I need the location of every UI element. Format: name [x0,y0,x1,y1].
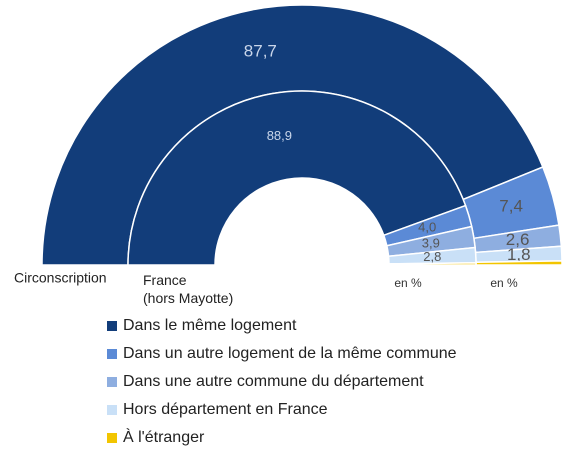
legend-label: Hors département en France [123,401,328,418]
legend-label: Dans un autre logement de la même commun… [123,345,457,362]
legend-swatch [107,349,117,359]
ring-caption: Circonscription [14,270,107,286]
legend-label: Dans une autre commune du département [123,373,424,390]
segment [475,260,563,266]
data-label: 2,6 [506,230,530,249]
segment [127,90,467,266]
unit-label: en % [394,276,422,290]
legend-label: À l'étranger [123,427,205,446]
legend-label: Dans le même logement [123,317,297,334]
data-label: 87,7 [244,42,277,61]
data-label: 88,9 [267,128,292,143]
legend-swatch [107,405,117,415]
legend-swatch [107,377,117,387]
ring-caption: France (hors Mayotte) [143,272,233,306]
data-label: 1,8 [507,245,531,264]
legend-swatch [107,321,117,331]
unit-label: en % [490,276,518,290]
legend-swatch [107,433,117,443]
data-label: 2,8 [423,249,441,264]
segment [388,262,477,266]
data-label: 3,9 [422,235,440,250]
data-label: 7,4 [499,197,523,216]
data-label: 4,0 [418,220,436,235]
